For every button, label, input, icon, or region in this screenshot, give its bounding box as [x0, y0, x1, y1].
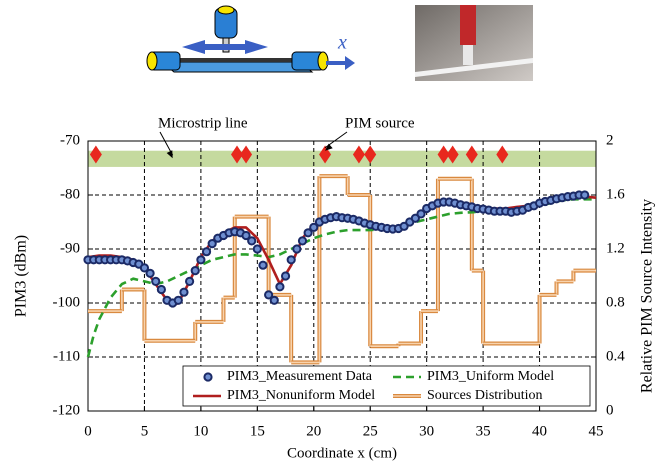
data-point [139, 263, 150, 273]
x-arrow [326, 56, 355, 70]
legend-box [182, 365, 591, 407]
data-point [303, 228, 313, 238]
substrate [160, 61, 314, 73]
data-point [185, 276, 195, 286]
x-tick-label: 5 [141, 423, 149, 439]
pim-source-marker [364, 145, 377, 164]
data-point [269, 295, 279, 305]
pim-source-marker [231, 145, 244, 164]
legend-label: PIM3_Measurement Data [227, 369, 373, 384]
x-tick-label: 10 [193, 423, 208, 439]
connector-left-end [146, 51, 158, 71]
y-tick-label: -90 [60, 240, 80, 256]
y2-axis-title: Relative PIM Source Intensity [639, 199, 656, 393]
y2-tick-label: 0.4 [606, 348, 625, 364]
data-point [275, 282, 285, 292]
data-point [292, 244, 302, 254]
data-point [151, 276, 161, 286]
photo-tip [463, 45, 473, 65]
y-tick-label: -100 [53, 294, 81, 310]
data-point [258, 260, 268, 270]
y-tick-label: -110 [53, 348, 80, 364]
y-tick-label: -120 [53, 402, 81, 418]
x-tick-label: 45 [589, 423, 604, 439]
legend-label: PIM3_Nonuniform Model [227, 388, 375, 403]
data-point [280, 271, 291, 281]
data-point [416, 209, 426, 219]
probe-arrow [182, 40, 268, 54]
legend: PIM3_Measurement Data PIM3_Uniform Model P… [182, 365, 591, 407]
y2-tick-label: 0.8 [606, 294, 625, 310]
data-point [173, 295, 183, 305]
x-axis-label: x [337, 32, 347, 54]
data-point [309, 222, 319, 232]
photo-probe [460, 5, 476, 45]
data-point [297, 236, 308, 246]
legend-symbol [203, 372, 213, 382]
setup-diagram: x [146, 5, 355, 73]
x-tick-label: 40 [532, 423, 547, 439]
series-line [86, 198, 596, 358]
x-tick-label: 25 [363, 423, 378, 439]
x-tick-label: 35 [476, 423, 491, 439]
microstrip [162, 58, 300, 62]
pim-source-marker [352, 145, 365, 164]
data-point [179, 287, 189, 297]
x-tick-label: 0 [84, 423, 92, 439]
photo [415, 5, 533, 81]
data-point [201, 247, 212, 257]
y2-tick-label: 1.6 [606, 186, 625, 202]
y2-tick-label: 2 [606, 132, 614, 148]
pim-source-marker [319, 145, 332, 164]
y-axis-title: PIM3 (dBm) [13, 235, 30, 317]
y-tick-label: -80 [60, 186, 80, 202]
data-point [190, 266, 200, 276]
data-point [196, 255, 206, 265]
probe-top [217, 5, 235, 15]
x-tick-label: 20 [306, 423, 321, 439]
data-point [252, 244, 262, 254]
legend-label: PIM3_Uniform Model [427, 369, 554, 384]
data-point [207, 239, 217, 249]
annotation-arrowhead [325, 143, 333, 151]
data-point [264, 290, 274, 300]
legend-label: Sources Distribution [427, 388, 543, 403]
data-point [247, 236, 257, 246]
pim-source-marker [446, 145, 459, 164]
pim-source-marker [240, 145, 253, 164]
y2-tick-label: 1.2 [606, 240, 625, 256]
pim-source-marker [89, 145, 102, 164]
annotation: Microstrip line [158, 115, 248, 131]
data-point [286, 255, 296, 265]
x-tick-label: 30 [419, 423, 434, 439]
x-axis-title: Coordinate x (cm) [287, 445, 397, 461]
pim-source-marker [496, 145, 509, 164]
data-point [156, 284, 166, 295]
microstrip-band [88, 150, 596, 167]
pim-source-marker [437, 145, 450, 164]
annotation: PIM source [345, 115, 415, 131]
annotation-arrowhead [166, 150, 173, 159]
pim-source-marker [465, 145, 478, 164]
data-point [241, 230, 251, 241]
data-point [145, 268, 155, 278]
data-point [580, 190, 590, 200]
y-tick-label: -70 [60, 132, 80, 148]
y2-tick-label: 0 [606, 402, 614, 418]
x-tick-label: 15 [250, 423, 265, 439]
photo-line [415, 58, 533, 77]
plot-frame [87, 140, 597, 412]
